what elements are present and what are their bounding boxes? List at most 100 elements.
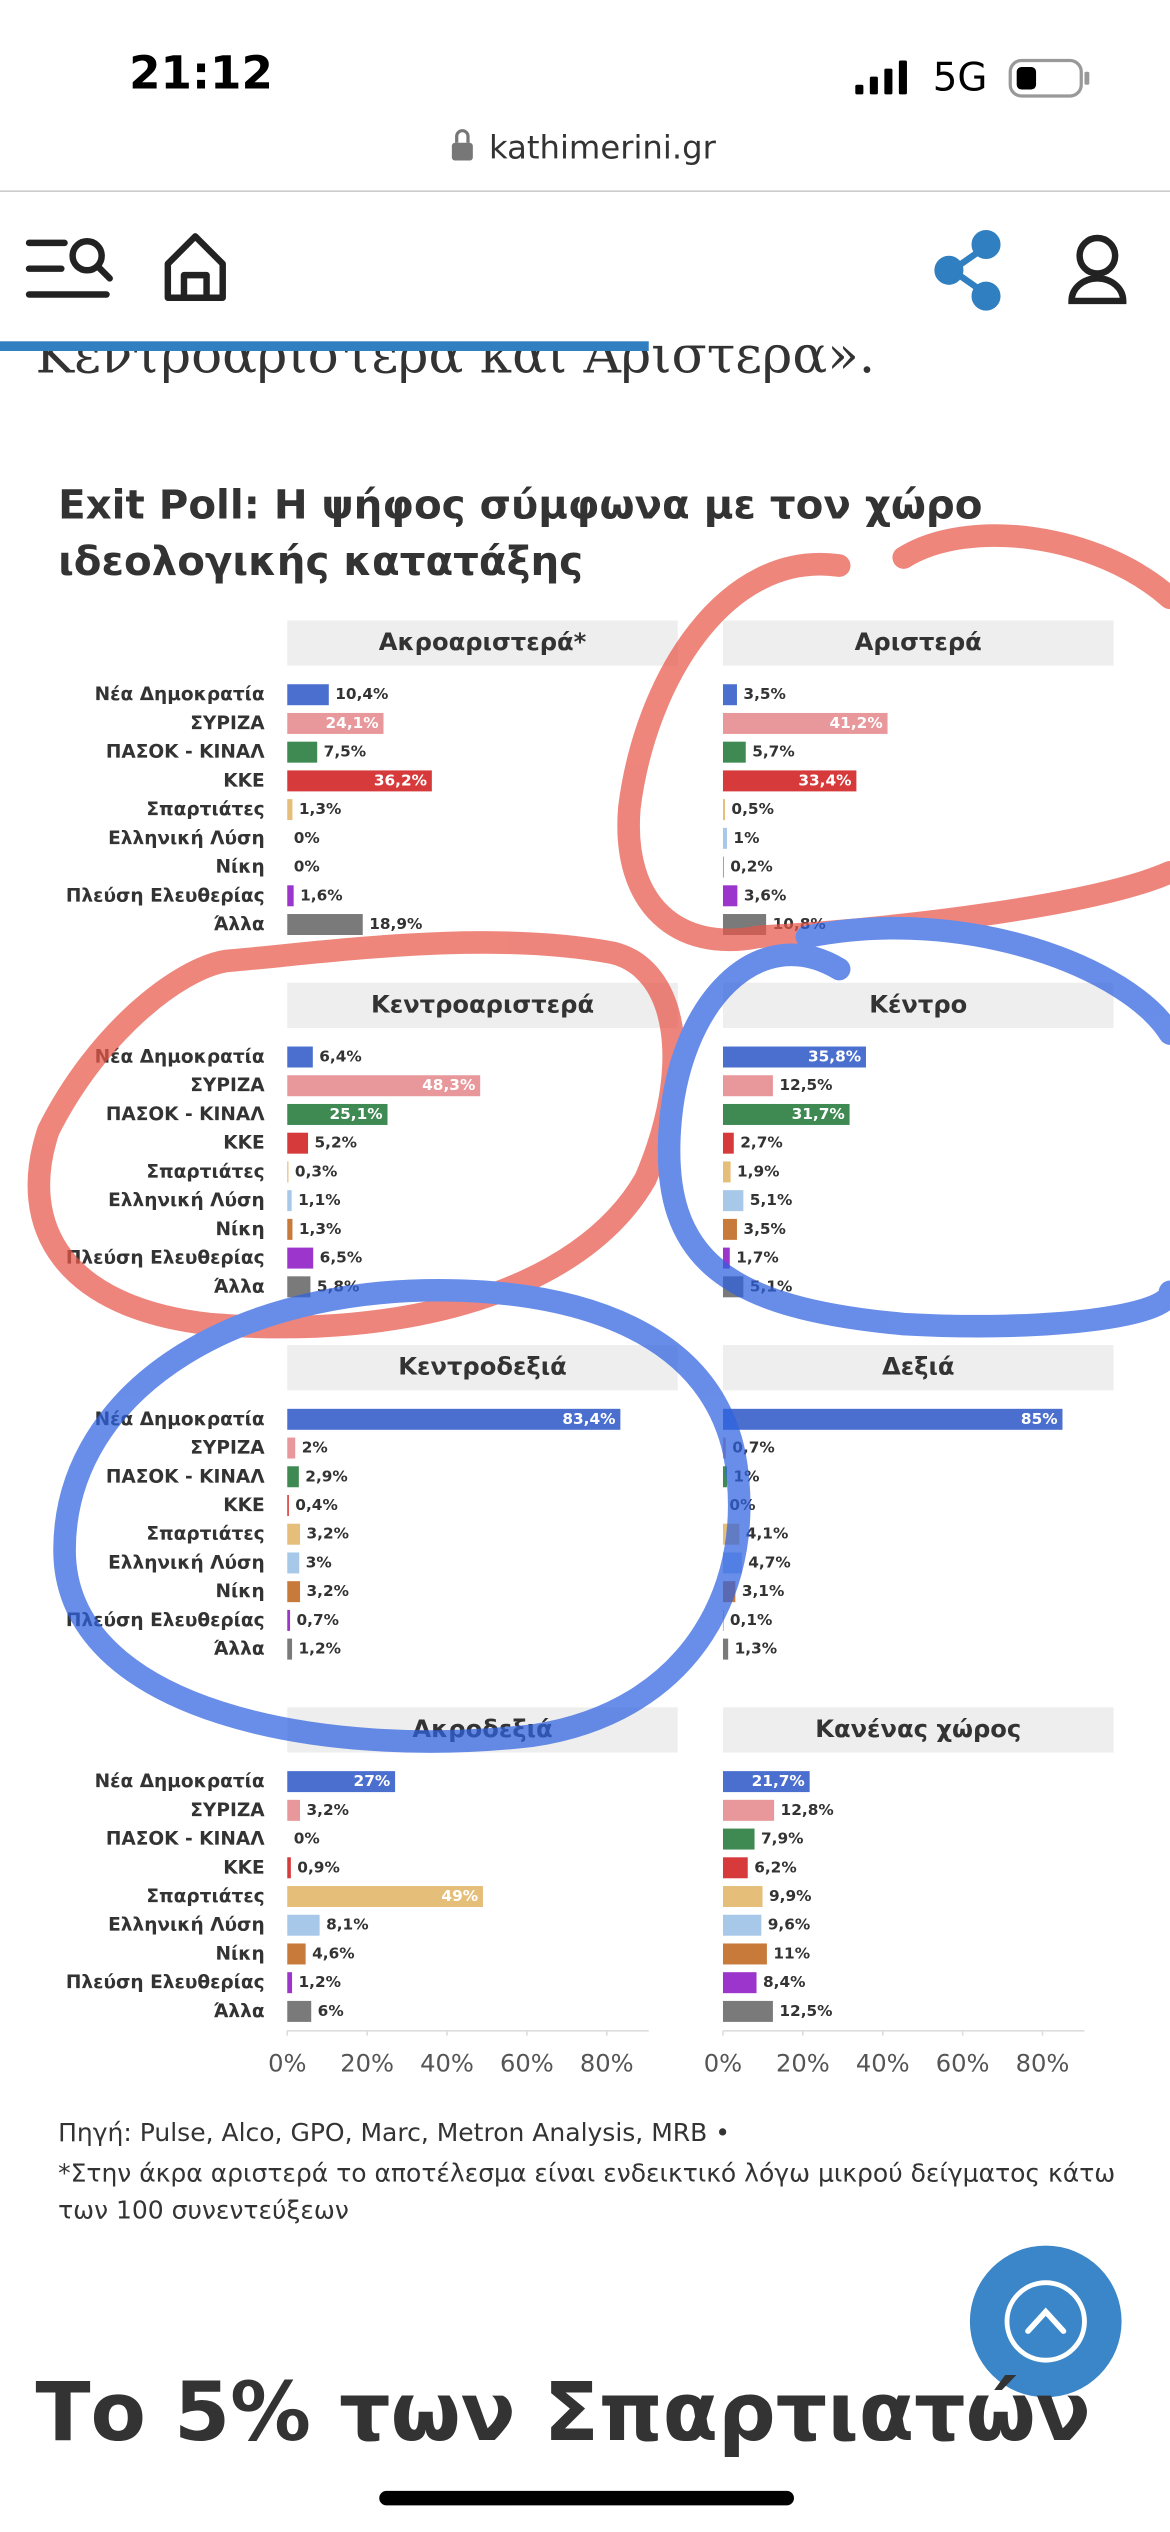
panel-title-bg — [722, 1345, 1114, 1391]
value-label: 6,5% — [320, 1249, 363, 1267]
bar — [287, 1276, 311, 1298]
value-label: 11% — [773, 1944, 810, 1962]
value-label: 3,2% — [306, 1582, 349, 1600]
value-label: 1,3% — [299, 800, 342, 818]
bar — [287, 1609, 291, 1631]
category-label: ΠΑΣΟΚ - ΚΙΝΑΛ — [106, 742, 265, 763]
x-tick-label: 60% — [936, 2050, 990, 2078]
signal-icon — [855, 60, 907, 95]
category-label: Νέα Δημοκρατία — [95, 684, 265, 705]
category-label: Νίκη — [216, 1581, 265, 1602]
value-label: 24,1% — [325, 714, 378, 732]
category-label: ΚΚΕ — [223, 770, 264, 791]
category-label: ΚΚΕ — [223, 1133, 264, 1154]
panel-title-bg — [722, 1707, 1114, 1753]
menu-search-button[interactable] — [25, 238, 113, 298]
status-network: 5G — [933, 55, 988, 100]
category-label: Νέα Δημοκρατία — [95, 1771, 265, 1792]
value-label: 9,9% — [769, 1887, 812, 1905]
bar — [722, 770, 857, 792]
category-label: Σπαρτιάτες — [146, 1886, 264, 1907]
value-label: 1,1% — [298, 1191, 341, 1209]
article-heading: Το 5% των Σπαρτιατών — [36, 2366, 1091, 2460]
value-label: 27% — [354, 1772, 391, 1790]
value-label: 6,2% — [754, 1858, 797, 1876]
category-label: ΣΥΡΙΖΑ — [190, 1075, 265, 1096]
value-label: 1,6% — [300, 886, 343, 904]
value-label: 48,3% — [422, 1076, 475, 1094]
value-label: 1,2% — [299, 1973, 342, 1991]
value-label: 12,5% — [779, 2002, 832, 2020]
bar — [722, 1408, 1063, 1430]
value-label: 2,9% — [305, 1467, 348, 1485]
value-label: 10,4% — [335, 685, 388, 703]
bar — [722, 1828, 755, 1850]
category-label: ΣΥΡΙΖΑ — [190, 1800, 265, 1821]
bar — [287, 1466, 299, 1488]
panel-title: Κεντροαριστερά — [371, 990, 594, 1018]
bar — [722, 1771, 810, 1793]
value-label: 3,2% — [306, 1801, 349, 1819]
share-button[interactable] — [934, 229, 1001, 311]
panel-title-bg — [287, 982, 678, 1028]
value-label: 8,4% — [763, 1973, 806, 1991]
url[interactable]: kathimerini.gr — [489, 128, 717, 166]
chart-title: ιδεολογικής κατατάξης — [58, 538, 583, 585]
value-label: 33,4% — [798, 771, 851, 789]
bar — [722, 885, 738, 907]
reading-progress — [0, 341, 649, 351]
account-button[interactable] — [1068, 234, 1127, 305]
bar — [722, 1857, 748, 1879]
category-label: ΣΥΡΙΖΑ — [190, 1438, 265, 1459]
value-label: 0,9% — [297, 1858, 340, 1876]
value-label: 1,9% — [737, 1162, 780, 1180]
value-label: 1% — [733, 829, 759, 847]
category-label: ΚΚΕ — [223, 1857, 264, 1878]
x-tick-label: 40% — [420, 2050, 474, 2078]
panel-title: Αριστερά — [855, 628, 982, 656]
category-label: Σπαρτιάτες — [146, 799, 264, 820]
category-label: Άλλα — [214, 1276, 265, 1297]
bar — [287, 1771, 396, 1793]
bar — [287, 1103, 388, 1125]
scroll-top-button[interactable] — [969, 2245, 1122, 2398]
category-label: Άλλα — [214, 2001, 265, 2022]
bar — [287, 885, 294, 907]
panel-title-bg — [722, 620, 1114, 666]
home-button[interactable] — [164, 233, 226, 301]
bar — [722, 827, 727, 849]
lock-icon — [451, 129, 473, 161]
bar — [722, 1132, 734, 1154]
battery-icon — [1008, 58, 1090, 98]
panel-title: Δεξιά — [882, 1353, 955, 1381]
bar — [287, 1075, 481, 1097]
category-label: Νίκη — [216, 1943, 265, 1964]
value-label: 83,4% — [562, 1410, 615, 1428]
bar — [287, 1914, 320, 1936]
chart-note: *Στην άκρα αριστερά το αποτέλεσμα είναι … — [58, 2159, 1115, 2188]
bar — [722, 1466, 727, 1488]
chart-title: Exit Poll: Η ψήφος σύμφωνα με τον χώρο — [58, 482, 982, 529]
bar — [722, 1972, 757, 1994]
value-label: 12,8% — [781, 1801, 834, 1819]
home-indicator — [379, 2490, 794, 2506]
panel-title: Κέντρο — [869, 990, 967, 1018]
status-time: 21:12 — [129, 47, 273, 100]
value-label: 9,6% — [768, 1916, 811, 1934]
panel-title-bg — [722, 982, 1114, 1028]
value-label: 0,5% — [731, 800, 774, 818]
value-label: 36,2% — [374, 771, 427, 789]
bar — [287, 741, 318, 763]
panel-title-bg — [287, 620, 678, 666]
category-label: ΠΑΣΟΚ - ΚΙΝΑΛ — [106, 1104, 265, 1125]
bar — [287, 1218, 293, 1240]
value-label: 35,8% — [808, 1048, 861, 1066]
x-tick-label: 60% — [500, 2050, 554, 2078]
bar — [287, 1494, 289, 1516]
value-label: 1,2% — [299, 1640, 342, 1658]
bar — [287, 1161, 289, 1183]
category-label: ΠΑΣΟΚ - ΚΙΝΑΛ — [106, 1466, 265, 1487]
value-label: 8,1% — [326, 1916, 369, 1934]
